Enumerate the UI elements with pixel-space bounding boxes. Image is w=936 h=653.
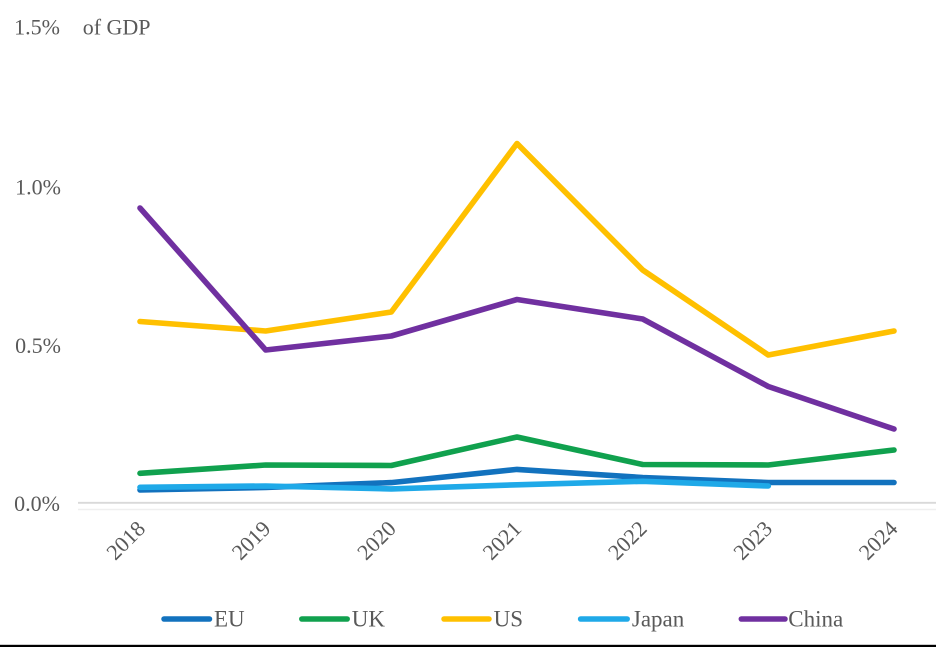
svg-text:US: US — [494, 606, 523, 631]
svg-text:of GDP: of GDP — [83, 15, 151, 40]
svg-text:1.5%: 1.5% — [14, 15, 60, 40]
svg-text:1.0%: 1.0% — [15, 174, 61, 199]
svg-text:UK: UK — [352, 606, 386, 631]
svg-text:China: China — [788, 606, 843, 631]
svg-text:EU: EU — [214, 606, 245, 631]
svg-text:Japan: Japan — [632, 606, 685, 631]
svg-text:0.5%: 0.5% — [15, 333, 61, 358]
svg-text:0.0%: 0.0% — [14, 491, 60, 516]
